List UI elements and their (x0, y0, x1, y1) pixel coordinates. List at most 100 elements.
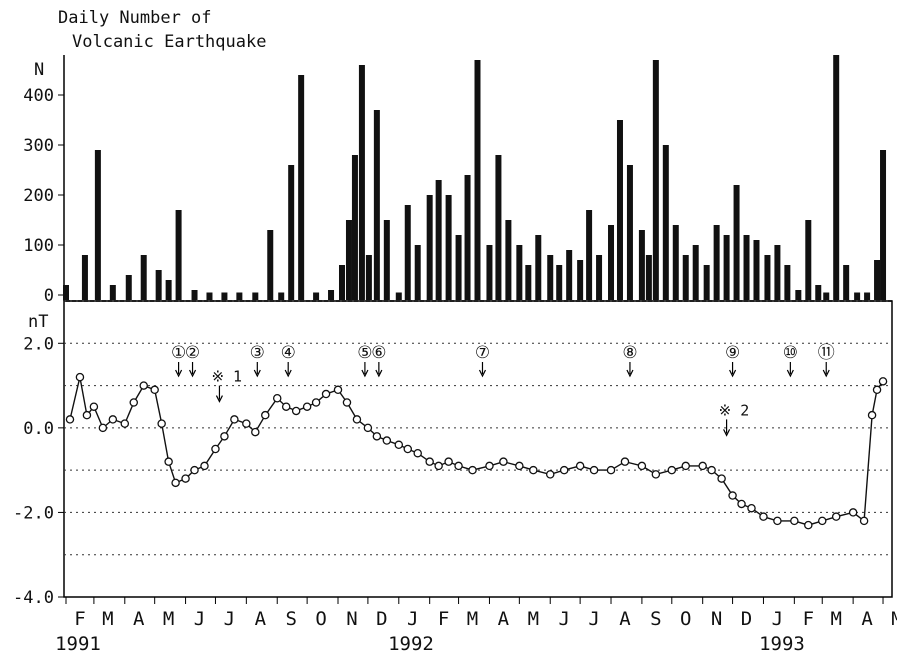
earthquake-bar (338, 265, 345, 300)
magnetic-point (454, 461, 463, 471)
earthquake-bar (805, 220, 812, 300)
magnetic-point (773, 516, 782, 526)
magnetic-point (559, 465, 569, 475)
bottom-y-tick-label: -4.0 (13, 588, 54, 608)
x-year-label: 1992 (388, 633, 434, 655)
x-month-label: S (650, 608, 661, 630)
earthquake-bar (383, 220, 390, 300)
earthquake-bar (486, 245, 493, 300)
earthquake-bar (298, 75, 305, 300)
earthquake-bar (880, 150, 887, 300)
earthquake-bar (140, 255, 147, 300)
magnetic-point (181, 474, 190, 483)
top-y-tick-label: 100 (23, 236, 54, 256)
earthquake-bar (556, 265, 563, 300)
event-label: ⑩ (783, 343, 798, 363)
earthquake-bar (165, 280, 172, 300)
event-arrowhead (626, 369, 634, 378)
x-month-label: M (102, 608, 113, 630)
magnetic-point (157, 419, 166, 428)
earthquake-bar (682, 255, 689, 300)
earthquake-bar (652, 60, 659, 300)
magnetic-point (242, 419, 251, 428)
x-month-label: A (255, 608, 267, 630)
earthquake-bar (638, 230, 645, 300)
x-month-label: M (163, 608, 174, 630)
earthquake-bar (784, 265, 791, 300)
magnetic-point (425, 457, 434, 466)
event-arrowhead (478, 369, 487, 378)
top-y-tick-label: 400 (23, 86, 54, 106)
magnetic-point (651, 470, 661, 479)
magnetic-point (342, 398, 352, 407)
x-month-label: J (772, 608, 783, 630)
magnetic-point (859, 516, 869, 526)
earthquake-bar (753, 240, 760, 300)
magnetic-point (848, 508, 858, 517)
magnetic-point (272, 394, 282, 403)
event-label: ④ (281, 343, 296, 363)
event-arrowhead (189, 369, 197, 378)
magnetic-point (515, 461, 524, 471)
earthquake-bar (288, 165, 295, 300)
earthquake-bar (525, 265, 532, 300)
magnetic-point (129, 398, 139, 407)
earthquake-bar (345, 220, 352, 300)
bottom-y-tick-label: 0.0 (23, 419, 54, 439)
magnetic-point (707, 465, 716, 475)
earthquake-bar (566, 250, 573, 300)
earthquake-bar (414, 245, 421, 300)
magnetic-point (413, 448, 422, 458)
earthquake-bar (703, 265, 710, 300)
earthquake-bar (221, 292, 228, 300)
x-month-label: A (619, 608, 631, 630)
magnetic-point (717, 474, 726, 483)
earthquake-bar (854, 292, 861, 300)
magnetic-point (139, 381, 148, 390)
event-arrowhead (786, 369, 794, 378)
magnetic-point (804, 520, 813, 530)
earthquake-bar (713, 225, 720, 300)
top-y-axis-label: N (34, 60, 44, 80)
magnetic-point (251, 427, 260, 437)
earthquake-bar (109, 285, 116, 300)
earthquake-bar (596, 255, 603, 300)
event-arrowhead (822, 369, 830, 378)
earthquake-bar (464, 175, 471, 300)
earthquake-bar (823, 292, 830, 300)
earthquake-bar (495, 155, 502, 300)
event-arrowhead (284, 369, 292, 378)
x-month-label: J (194, 608, 205, 630)
earthquake-bar (586, 210, 593, 300)
x-year-label: 1991 (55, 633, 101, 655)
earthquake-bar (81, 255, 88, 300)
earthquake-bar (278, 292, 285, 300)
remark-arrowhead (723, 429, 731, 437)
x-month-label: J (224, 608, 235, 630)
magnetic-series (65, 372, 888, 530)
magnetic-point (872, 385, 882, 395)
x-year-label: 1993 (759, 633, 805, 655)
remark-markers: ※ 1 ※ 2 (211, 368, 749, 437)
magnetic-point (302, 402, 312, 411)
magnetic-point (878, 377, 888, 386)
event-arrowhead (361, 369, 369, 378)
earthquake-bar (426, 195, 433, 300)
x-month-label: D (376, 608, 387, 630)
earthquake-bar (358, 65, 365, 300)
earthquake-bar (404, 205, 411, 300)
magnetic-point (545, 470, 555, 479)
earthquake-bar (616, 120, 623, 300)
event-label: ② (185, 343, 200, 363)
magnetic-point (468, 465, 477, 475)
earthquake-bar (723, 235, 730, 300)
chart-title-line-1: Daily Number of (58, 8, 212, 28)
x-month-label: J (407, 608, 418, 630)
magnetic-point (108, 415, 118, 424)
earthquake-bar (94, 150, 101, 300)
earthquake-bar (252, 292, 259, 300)
earthquake-bar (774, 245, 781, 300)
top-y-tick-label: 0 (44, 286, 54, 306)
remark-label: ※ 1 (211, 368, 242, 386)
